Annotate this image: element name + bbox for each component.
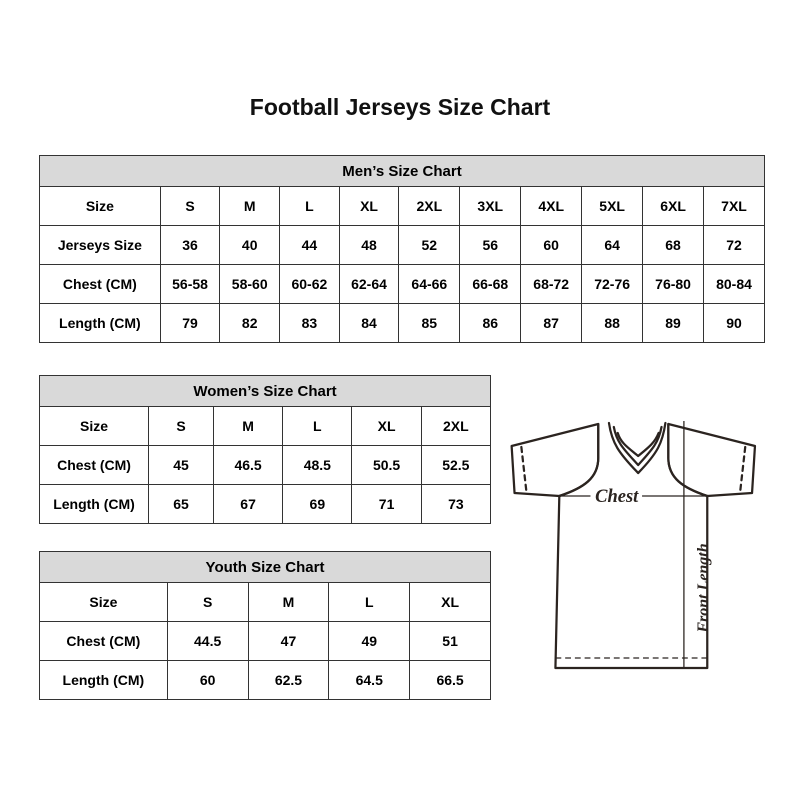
svg-text:Chest: Chest — [595, 486, 639, 507]
svg-text:Front Length: Front Length — [695, 543, 712, 633]
